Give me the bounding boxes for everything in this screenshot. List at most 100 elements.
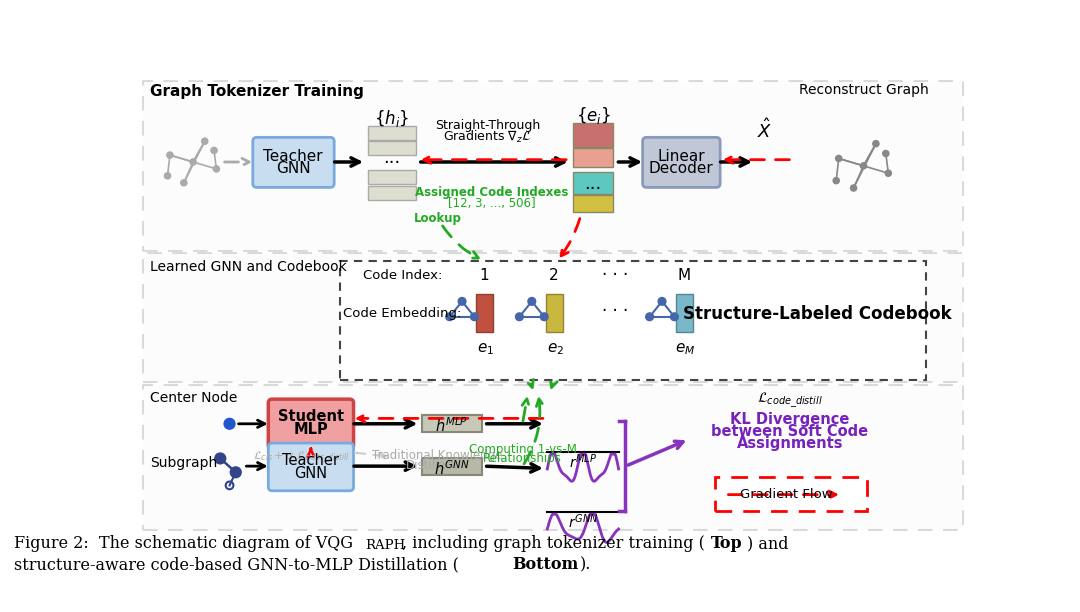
FancyArrowPatch shape bbox=[354, 420, 414, 428]
FancyArrowPatch shape bbox=[420, 158, 564, 166]
Text: · · ·: · · · bbox=[603, 302, 629, 319]
Bar bbox=[715, 477, 866, 511]
FancyArrowPatch shape bbox=[357, 415, 543, 422]
Text: Center Node: Center Node bbox=[150, 392, 238, 405]
Text: $r^{GNN}$: $r^{GNN}$ bbox=[568, 512, 598, 531]
Text: Gradients $\nabla_z\mathcal{L}$: Gradients $\nabla_z\mathcal{L}$ bbox=[444, 129, 531, 144]
Text: Relationships: Relationships bbox=[483, 452, 562, 465]
Circle shape bbox=[882, 151, 889, 157]
FancyBboxPatch shape bbox=[253, 137, 334, 187]
Text: Straight-Through: Straight-Through bbox=[435, 119, 540, 132]
FancyArrowPatch shape bbox=[335, 158, 360, 166]
Text: GNN: GNN bbox=[295, 466, 327, 482]
Bar bbox=[143, 386, 962, 530]
Text: GNN: GNN bbox=[275, 162, 310, 176]
FancyBboxPatch shape bbox=[268, 443, 353, 491]
Text: Learned GNN and Codebook: Learned GNN and Codebook bbox=[150, 261, 348, 274]
Text: between Soft Code: between Soft Code bbox=[712, 424, 868, 439]
FancyArrowPatch shape bbox=[522, 399, 529, 421]
Text: Student: Student bbox=[278, 409, 345, 424]
FancyArrowPatch shape bbox=[246, 463, 265, 470]
Bar bbox=[367, 186, 416, 200]
FancyArrowPatch shape bbox=[551, 379, 557, 387]
Text: , including graph tokenizer training (: , including graph tokenizer training ( bbox=[402, 535, 704, 552]
Text: 1: 1 bbox=[478, 267, 488, 283]
Bar bbox=[572, 172, 613, 193]
Bar bbox=[367, 141, 416, 155]
Text: Teacher: Teacher bbox=[264, 149, 323, 164]
Text: MLP: MLP bbox=[294, 422, 328, 437]
Text: Assignments: Assignments bbox=[737, 436, 843, 450]
Circle shape bbox=[213, 166, 219, 172]
Text: Figure 2:  The schematic diagram of VQG: Figure 2: The schematic diagram of VQG bbox=[14, 535, 353, 552]
Text: Computing 1-vs-M: Computing 1-vs-M bbox=[469, 442, 577, 456]
Text: · · ·: · · · bbox=[603, 266, 629, 284]
Circle shape bbox=[833, 177, 839, 184]
Text: Distillation: Distillation bbox=[405, 459, 469, 472]
FancyArrowPatch shape bbox=[354, 452, 386, 458]
FancyArrowPatch shape bbox=[443, 226, 478, 258]
Bar bbox=[545, 294, 563, 332]
Text: ).: ). bbox=[580, 556, 592, 573]
Text: Decoder: Decoder bbox=[649, 162, 714, 176]
Circle shape bbox=[886, 170, 891, 176]
Circle shape bbox=[471, 313, 478, 321]
Text: ...: ... bbox=[383, 149, 401, 167]
FancyArrowPatch shape bbox=[239, 420, 265, 427]
FancyArrowPatch shape bbox=[561, 218, 580, 256]
Text: $h^{GNN}$: $h^{GNN}$ bbox=[434, 459, 470, 478]
Circle shape bbox=[190, 159, 197, 165]
FancyArrowPatch shape bbox=[720, 158, 748, 166]
Text: Structure-Labeled Codebook: Structure-Labeled Codebook bbox=[683, 305, 951, 324]
Text: $\mathcal{L}_{cls} + \alpha\ \mathcal{L}_{class\_distill}$: $\mathcal{L}_{cls} + \alpha\ \mathcal{L}… bbox=[253, 449, 350, 465]
Text: Code Embedding:: Code Embedding: bbox=[343, 307, 461, 320]
Text: Graph Tokenizer Training: Graph Tokenizer Training bbox=[150, 84, 364, 99]
Circle shape bbox=[202, 138, 207, 144]
Text: Top: Top bbox=[711, 535, 742, 552]
Bar bbox=[676, 294, 693, 332]
Text: KL Divergence: KL Divergence bbox=[730, 412, 850, 427]
FancyArrowPatch shape bbox=[308, 449, 314, 457]
FancyArrowPatch shape bbox=[629, 441, 683, 465]
FancyArrowPatch shape bbox=[486, 420, 539, 428]
Text: $\mathcal{L}_{code\_distill}$: $\mathcal{L}_{code\_distill}$ bbox=[757, 391, 823, 411]
Circle shape bbox=[458, 297, 465, 305]
Circle shape bbox=[211, 147, 217, 154]
FancyArrowPatch shape bbox=[527, 379, 534, 387]
Text: $e_1$: $e_1$ bbox=[476, 341, 494, 357]
Text: Lookup: Lookup bbox=[414, 212, 462, 225]
Bar bbox=[367, 126, 416, 140]
Bar bbox=[340, 261, 926, 380]
Bar bbox=[572, 195, 613, 212]
Circle shape bbox=[528, 297, 536, 305]
Bar bbox=[143, 81, 962, 250]
Text: 2: 2 bbox=[549, 267, 558, 283]
Text: $e_M$: $e_M$ bbox=[675, 341, 696, 357]
Bar bbox=[476, 294, 494, 332]
Circle shape bbox=[861, 163, 866, 169]
Text: $\{e_i\}$: $\{e_i\}$ bbox=[576, 105, 610, 126]
Text: $h^{MLP}$: $h^{MLP}$ bbox=[435, 416, 469, 435]
Text: RAPH: RAPH bbox=[365, 539, 405, 552]
Text: Traditional Knowledge: Traditional Knowledge bbox=[372, 449, 502, 462]
FancyBboxPatch shape bbox=[643, 137, 720, 187]
Circle shape bbox=[215, 453, 226, 464]
Circle shape bbox=[515, 313, 524, 321]
Bar bbox=[422, 458, 482, 476]
Circle shape bbox=[230, 467, 241, 478]
Circle shape bbox=[180, 180, 187, 186]
Circle shape bbox=[873, 141, 879, 147]
Text: [12, 3, ..., 506]: [12, 3, ..., 506] bbox=[448, 197, 536, 210]
Text: Code Index:: Code Index: bbox=[363, 269, 442, 282]
Text: ...: ... bbox=[584, 174, 602, 193]
FancyArrowPatch shape bbox=[423, 156, 566, 163]
Text: Teacher: Teacher bbox=[283, 453, 339, 468]
Circle shape bbox=[658, 297, 666, 305]
Circle shape bbox=[850, 185, 856, 191]
Circle shape bbox=[836, 155, 841, 162]
Circle shape bbox=[225, 419, 235, 429]
Text: ) and: ) and bbox=[747, 535, 788, 552]
Text: Reconstruct Graph: Reconstruct Graph bbox=[798, 83, 929, 97]
FancyBboxPatch shape bbox=[268, 399, 353, 449]
Text: $r^{MLP}$: $r^{MLP}$ bbox=[569, 452, 597, 471]
